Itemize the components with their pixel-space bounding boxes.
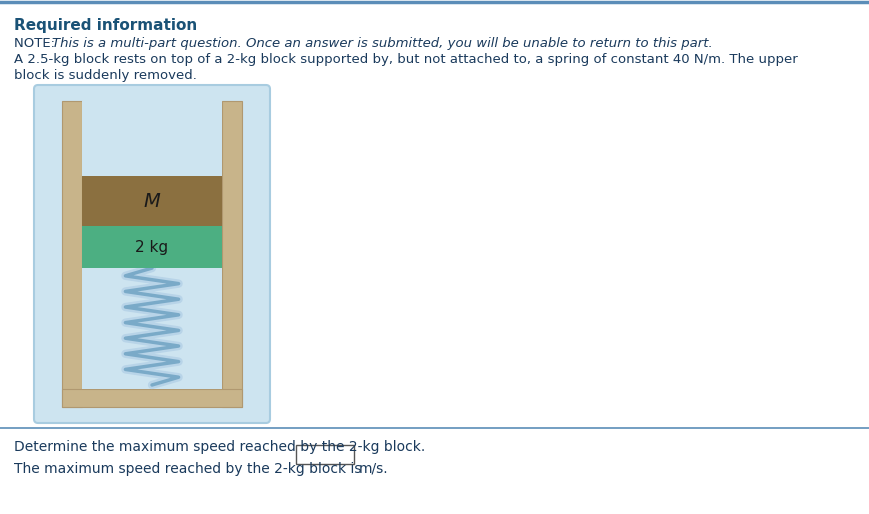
Bar: [82, 226, 222, 268]
Text: m/s.: m/s.: [359, 462, 388, 476]
FancyBboxPatch shape: [34, 85, 270, 423]
Bar: [222, 101, 242, 407]
Text: NOTE:: NOTE:: [14, 37, 59, 50]
Bar: [62, 389, 242, 407]
Text: block is suddenly removed.: block is suddenly removed.: [14, 69, 197, 82]
Text: M: M: [143, 192, 161, 211]
Bar: [82, 176, 222, 226]
Bar: [82, 101, 222, 389]
Text: The maximum speed reached by the 2-kg block is: The maximum speed reached by the 2-kg bl…: [14, 462, 362, 476]
Text: This is a multi-part question. Once an answer is submitted, you will be unable t: This is a multi-part question. Once an a…: [52, 37, 713, 50]
Text: A 2.5-kg block rests on top of a 2-kg block supported by, but not attached to, a: A 2.5-kg block rests on top of a 2-kg bl…: [14, 53, 798, 66]
Bar: [62, 101, 82, 407]
Text: Required information: Required information: [14, 18, 197, 33]
Bar: [296, 445, 354, 464]
Text: 2 kg: 2 kg: [136, 240, 169, 254]
Text: Determine the maximum speed reached by the 2-kg block.: Determine the maximum speed reached by t…: [14, 440, 425, 454]
